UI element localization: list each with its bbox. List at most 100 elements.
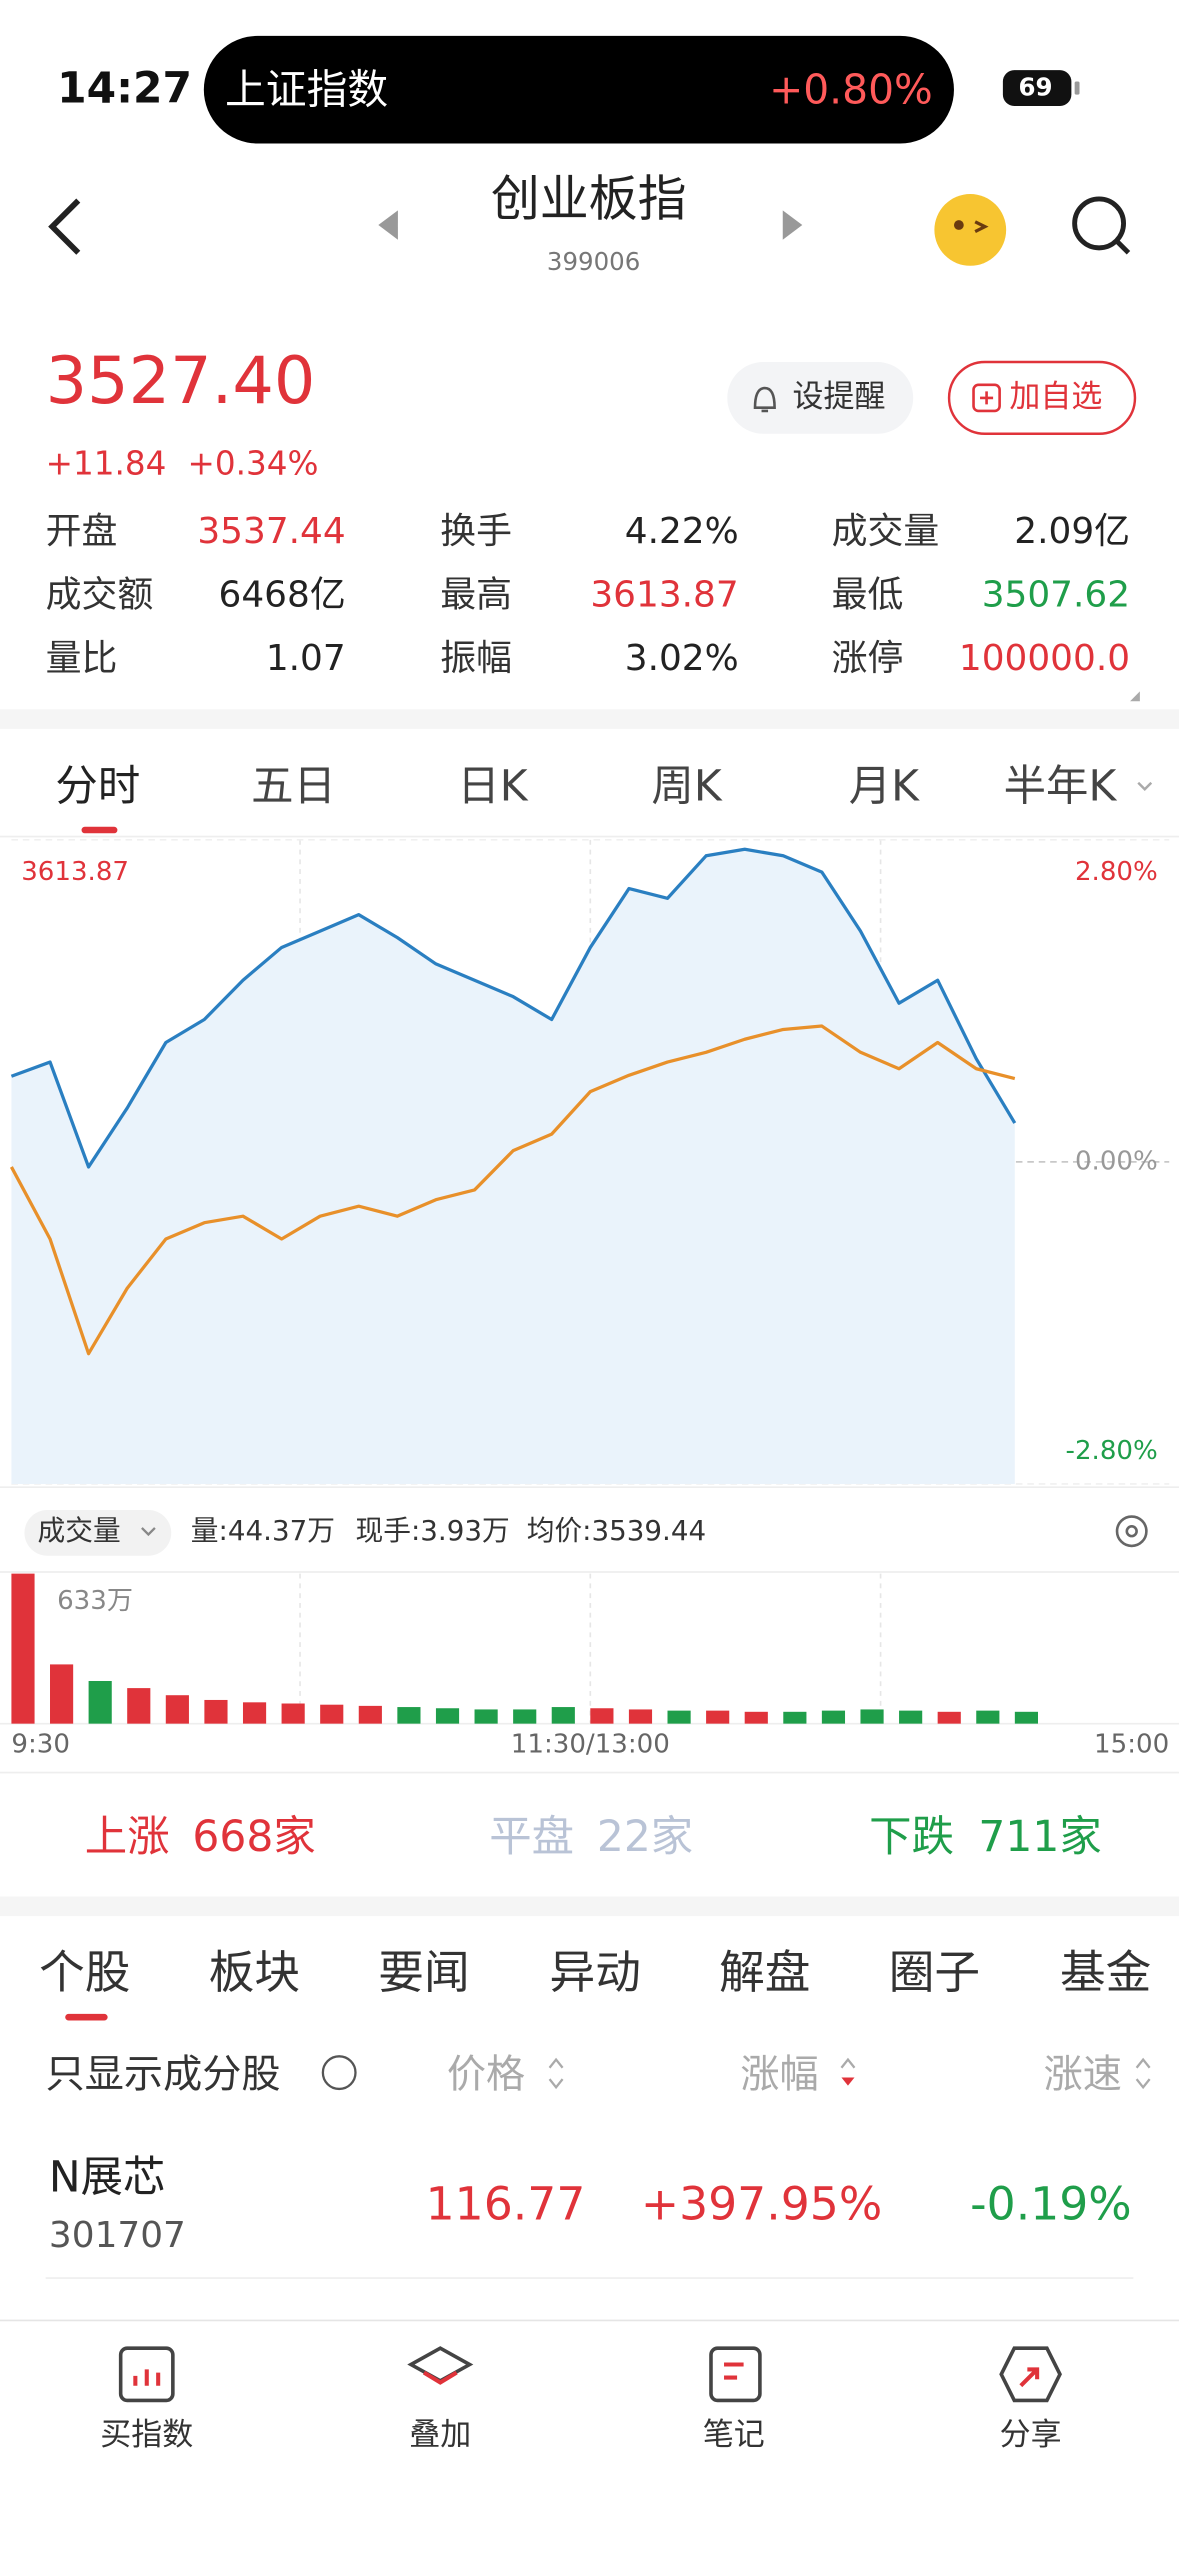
stat-label: 换手: [440, 512, 513, 553]
list-tab[interactable]: 板块: [208, 1945, 301, 2000]
prev-index[interactable]: [378, 210, 398, 240]
stock-change: +397.95%: [640, 2176, 883, 2231]
avg-line: [9, 1024, 1016, 1356]
volume-selector-label[interactable]: 成交量: [37, 1515, 121, 1549]
watch-label[interactable]: 加自选: [1009, 379, 1103, 416]
chart-tab[interactable]: 周K: [651, 763, 722, 813]
stat-value: 1.07: [265, 639, 346, 681]
sort-change[interactable]: [840, 2057, 856, 2069]
sort-change-active: [841, 2077, 855, 2086]
mascot-eye: [953, 220, 964, 230]
change: +11.84: [45, 443, 167, 483]
ticker-name[interactable]: 上证指数: [225, 66, 389, 114]
list-tab-indicator: [65, 2013, 108, 2021]
stat-value: 100000.0: [958, 639, 1131, 681]
price-line: [10, 847, 1017, 1169]
x-tick-label: 15:00: [1094, 1729, 1169, 1759]
mascot[interactable]: [934, 194, 1007, 266]
expand-corner[interactable]: [1130, 691, 1140, 702]
stat-value: 3.02%: [624, 639, 739, 681]
list-tab[interactable]: 基金: [1059, 1945, 1152, 2000]
search-button[interactable]: [1072, 196, 1127, 251]
buy-icon-bars: [133, 2369, 161, 2386]
down-label: 下跌: [869, 1813, 954, 1863]
chart-tab[interactable]: 日K: [457, 763, 528, 813]
avg-price: 均价:3539.44: [526, 1515, 707, 1549]
stock-price: 116.77: [425, 2176, 586, 2231]
flat-count: 22家: [596, 1813, 694, 1863]
volume-bar: [513, 1709, 537, 1724]
list-tab[interactable]: 圈子: [888, 1945, 981, 2000]
battery: [1002, 70, 1072, 106]
stat-label: 成交额: [45, 575, 154, 617]
y2-tick-label: 2.80%: [1075, 857, 1158, 887]
volume-bar: [165, 1695, 189, 1724]
nav-label[interactable]: 笔记: [702, 2417, 765, 2454]
volume-bar: [860, 1709, 884, 1724]
nav-label[interactable]: 分享: [999, 2417, 1062, 2454]
stat-label: 振幅: [440, 639, 513, 681]
remind-label[interactable]: 设提醒: [792, 379, 886, 416]
sort-speed[interactable]: [1135, 2057, 1151, 2090]
next-index[interactable]: [782, 210, 803, 240]
chart-tab[interactable]: 月K: [848, 763, 919, 813]
tab-indicator: [81, 826, 118, 834]
up-label: 上涨: [84, 1813, 170, 1863]
stat-label: 成交量: [831, 512, 940, 553]
volume-bar: [667, 1710, 691, 1724]
share-icon[interactable]: [999, 2346, 1062, 2403]
buy-icon[interactable]: [118, 2346, 175, 2403]
volume-bar: [590, 1708, 614, 1724]
y2-tick-label: 0.00%: [1075, 1146, 1158, 1176]
tab-more[interactable]: [1137, 781, 1153, 791]
chart-tab[interactable]: 五日: [251, 763, 336, 813]
sort-price[interactable]: [548, 2057, 564, 2090]
volume-bar: [937, 1711, 961, 1724]
add-icon-plus: [980, 391, 994, 405]
volume-bar: [397, 1707, 421, 1724]
back-button[interactable]: [48, 198, 81, 255]
share-icon-arrow: [1019, 2367, 1040, 2388]
chart-tab[interactable]: 分时: [55, 763, 141, 813]
up-count: 668家: [192, 1813, 316, 1863]
stock-speed: -0.19%: [970, 2176, 1132, 2231]
list-tab[interactable]: 解盘: [719, 1945, 811, 2000]
stat-label: 开盘: [45, 512, 118, 553]
speed-header[interactable]: 涨速: [1043, 2051, 1122, 2098]
remind-button[interactable]: [727, 362, 914, 434]
list-tab[interactable]: 个股: [39, 1945, 131, 2000]
volume-bar: [127, 1688, 151, 1724]
stat-value: 3537.44: [197, 512, 346, 553]
stat-value: 3507.62: [981, 575, 1131, 617]
filter-toggle[interactable]: [321, 2055, 357, 2091]
y-tick-label: 633万: [57, 1586, 133, 1616]
nav-label[interactable]: 买指数: [100, 2417, 194, 2454]
chart-tab[interactable]: 半年K: [1003, 763, 1117, 813]
volume-bar: [706, 1710, 730, 1724]
list-tab[interactable]: 要闻: [378, 1945, 470, 2000]
nav-label[interactable]: 叠加: [409, 2417, 472, 2454]
stat-value: 3613.87: [590, 575, 739, 617]
list-tab[interactable]: 异动: [549, 1945, 641, 2000]
volume-selector[interactable]: [24, 1510, 172, 1556]
volume-bar: [281, 1703, 305, 1724]
stat-value: 2.09亿: [1014, 512, 1131, 553]
overlay-icon-layer: [422, 2370, 458, 2385]
stock-code: 301707: [48, 2216, 186, 2257]
change-header[interactable]: 涨幅: [740, 2051, 819, 2098]
index-code: 399006: [546, 247, 641, 277]
filter-label[interactable]: 只显示成分股: [45, 2051, 281, 2098]
watch-button[interactable]: [947, 360, 1137, 435]
separator: [0, 1896, 1179, 1917]
settings-icon[interactable]: [1115, 1515, 1148, 1548]
volume-bar: [1014, 1711, 1038, 1724]
index-title: 创业板指: [490, 171, 687, 229]
y-tick-label: 3613.87: [21, 857, 129, 887]
note-icon-lines: [724, 2362, 744, 2380]
price-header[interactable]: 价格: [446, 2051, 526, 2098]
note-icon[interactable]: [709, 2346, 762, 2403]
stock-name[interactable]: N展芯: [48, 2154, 166, 2204]
clock: 14:27: [57, 65, 193, 115]
